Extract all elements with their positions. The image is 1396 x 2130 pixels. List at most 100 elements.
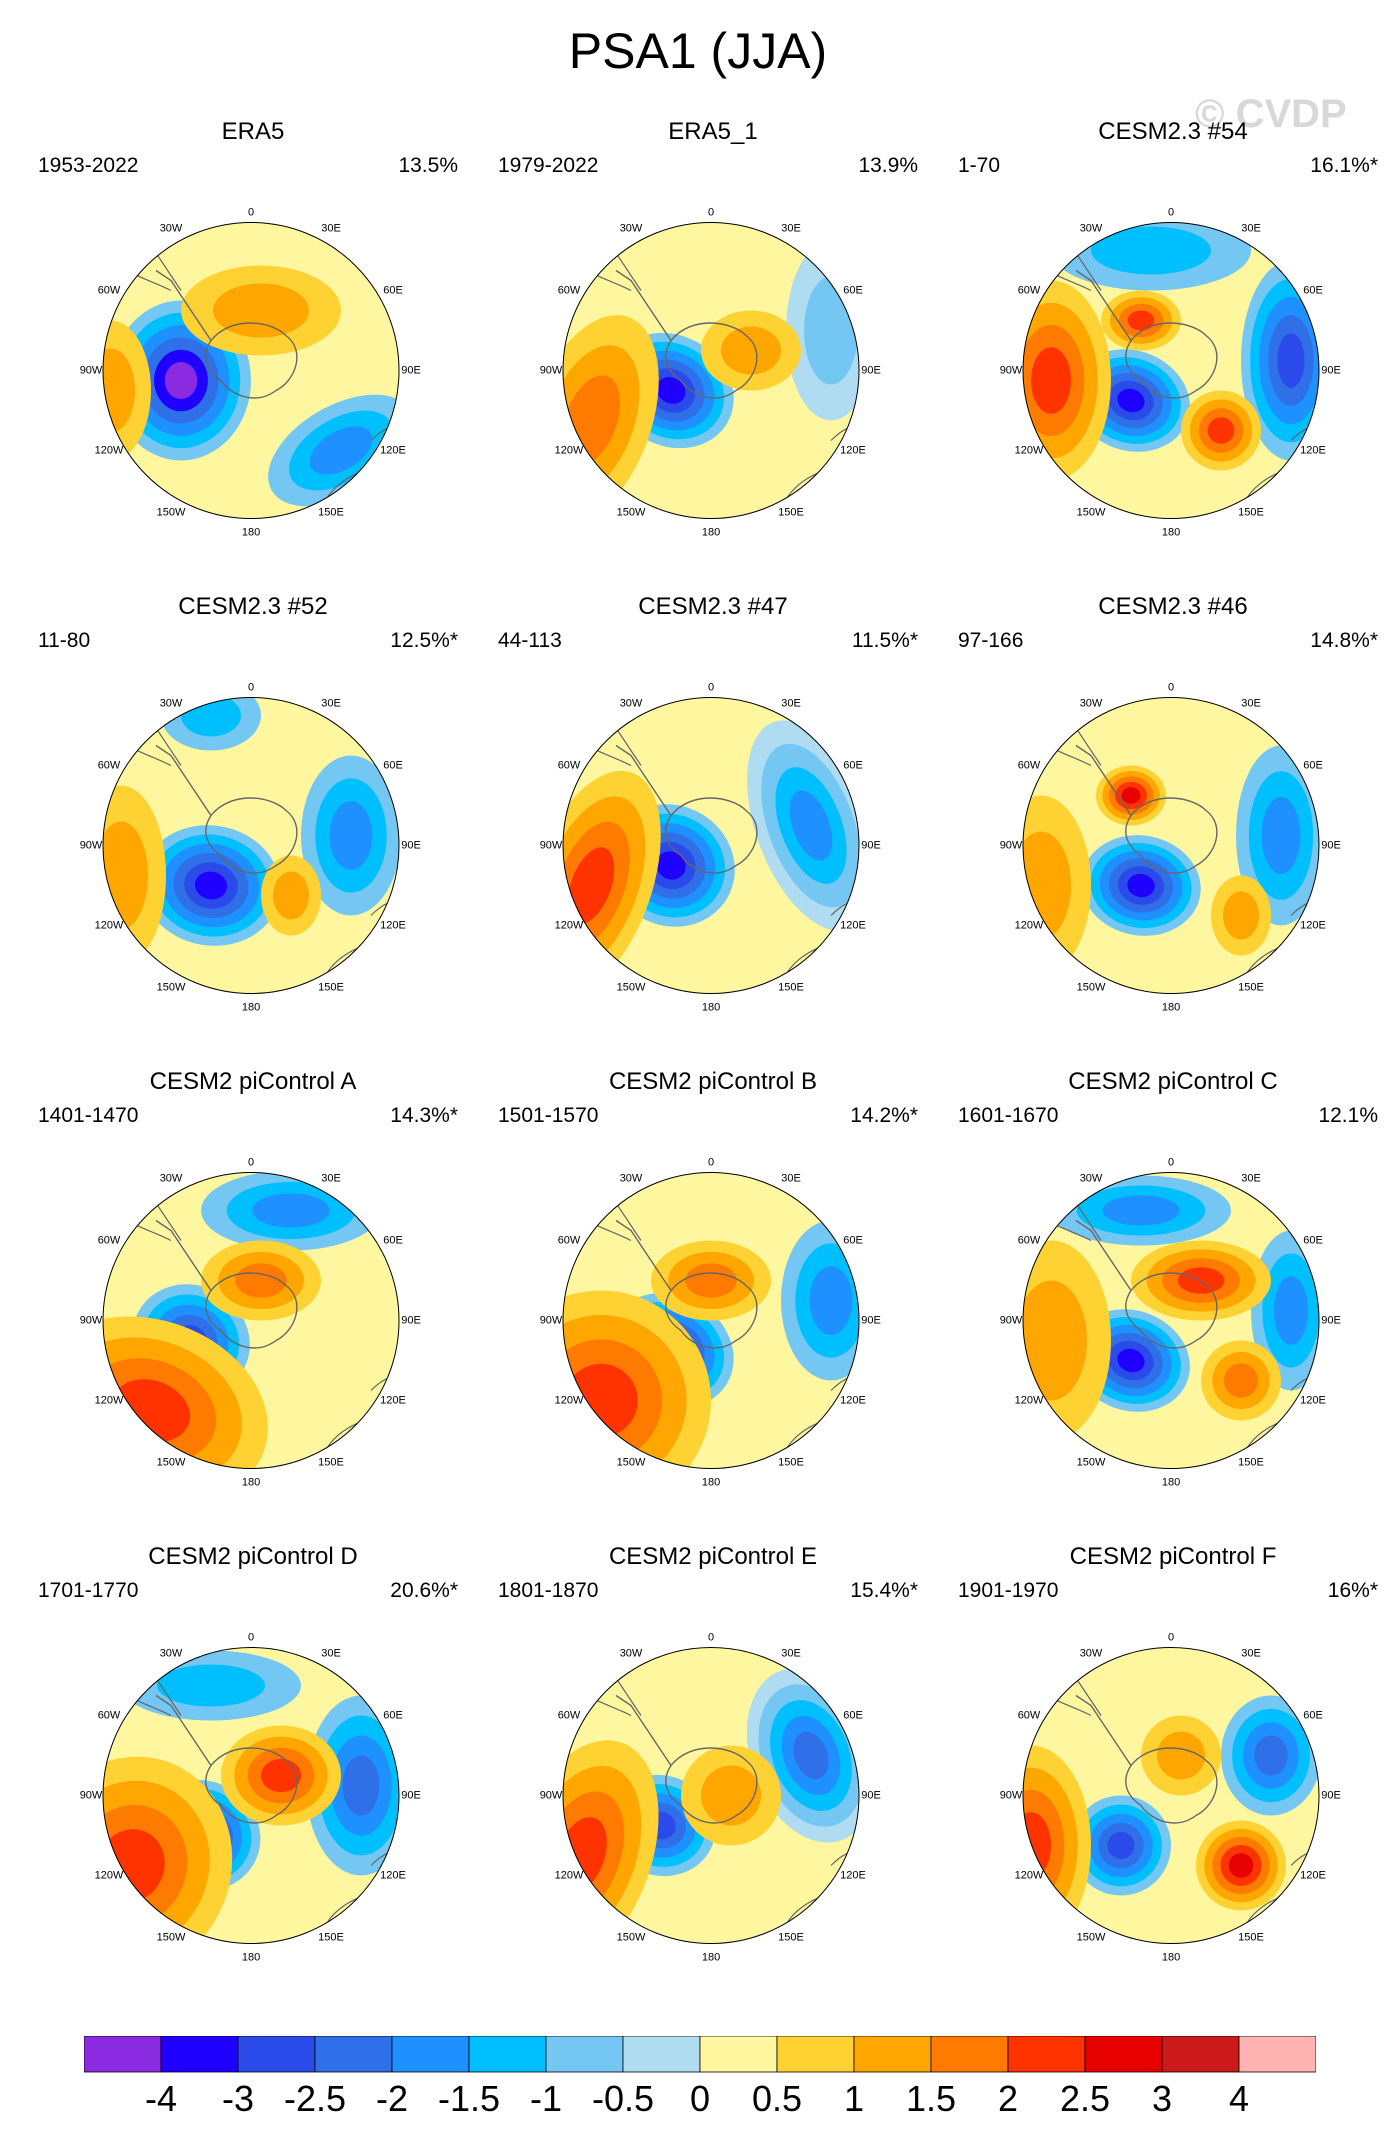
coastline [615, 1694, 758, 1824]
longitude-label: 150W [617, 1931, 646, 1943]
panel-period: 44-113 [498, 629, 562, 652]
anomaly-contour [789, 790, 833, 861]
longitude-label: 180 [1162, 1951, 1180, 1963]
map-border [562, 1647, 860, 1944]
anomaly-contour [1254, 1735, 1288, 1776]
longitude-label: 120W [555, 1394, 584, 1406]
map-border [562, 222, 860, 519]
map-border [562, 1172, 860, 1469]
longitude-label: 60E [383, 1234, 403, 1246]
map-border [102, 1647, 400, 1944]
longitude-label: 180 [702, 1476, 720, 1488]
anomaly-contour [103, 348, 135, 433]
map-panel: CESM2.3 #54 1-70 16.1%* 0 30E 60E 90E 120E 150E 1… [948, 118, 1396, 588]
anomaly-contour [342, 1755, 380, 1816]
longitude-label: 60W [98, 284, 121, 296]
longitude-label: 150E [1238, 981, 1264, 993]
longitude-label: 0 [1168, 1631, 1174, 1643]
longitude-label: 150W [1077, 1931, 1106, 1943]
panel-title: CESM2 piControl D [148, 1543, 358, 1570]
longitude-label: 120W [555, 1869, 584, 1881]
panel-title: CESM2.3 #54 [1098, 118, 1248, 145]
map-panel: CESM2 piControl F 1901-1970 16%* 0 30E 60E 90E… [948, 1543, 1396, 2013]
colorbar-swatch [160, 2036, 239, 2073]
anomaly-contour [685, 1263, 737, 1298]
panel-title: CESM2 piControl A [149, 1068, 357, 1095]
longitude-label: 60W [98, 1234, 121, 1246]
panel-variance-percent: 13.5% [398, 154, 458, 177]
map-panel: CESM2 piControl E 1801-1870 15.4%* 0 30E 60E 9… [488, 1543, 938, 2013]
longitude-label: 90W [1000, 364, 1023, 376]
longitude-label: 150E [318, 981, 344, 993]
longitude-label: 150E [318, 1456, 344, 1468]
colorbar-swatch [853, 2036, 932, 2073]
longitude-label: 90E [861, 1314, 881, 1326]
longitude-label: 30E [781, 1647, 801, 1659]
longitude-label: 90E [1321, 1789, 1341, 1801]
longitude-label: 30W [160, 222, 183, 234]
coastline [615, 1219, 758, 1349]
longitude-label: 120W [555, 919, 584, 931]
colorbar-swatch [84, 2036, 162, 2073]
longitude-label: 90E [1321, 839, 1341, 851]
longitude-label: 180 [1162, 1001, 1180, 1013]
longitude-label: 60E [1303, 284, 1323, 296]
panel-period: 1953-2022 [38, 154, 139, 177]
map-border [1022, 1647, 1320, 1944]
longitude-label: 180 [242, 1476, 260, 1488]
panel-period: 1501-1570 [498, 1104, 599, 1127]
longitude-label: 150W [617, 506, 646, 518]
longitude-label: 90W [80, 364, 103, 376]
longitude-label: 30W [160, 1647, 183, 1659]
panel-title: CESM2 piControl C [1068, 1068, 1278, 1095]
coastline [155, 1219, 298, 1349]
panel-title: CESM2.3 #52 [178, 593, 328, 620]
longitude-label: 60E [383, 759, 403, 771]
map-border [562, 697, 860, 994]
anomaly-contour [1277, 333, 1305, 388]
longitude-label: 90W [540, 364, 563, 376]
polar-map: 0 30E 60E 90E 120E 150E 180 150W 120W 90W 60W 30W [1000, 1631, 1341, 1963]
colorbar-tick-label: 1 [843, 2078, 865, 2119]
longitude-label: 120W [1015, 444, 1044, 456]
map-panel: CESM2 piControl C 1601-1670 12.1% 0 30E 60E 90… [948, 1068, 1396, 1538]
panel-title: CESM2.3 #46 [1098, 593, 1248, 620]
polar-map: 0 30E 60E 90E 120E 150E 180 150W 120W 90W 60W 30W [1000, 206, 1341, 538]
panel-title: ERA5 [221, 118, 285, 145]
longitude-label: 90W [1000, 1314, 1023, 1326]
longitude-label: 180 [702, 526, 720, 538]
map-panel: CESM2 piControl B 1501-1570 14.2%* 0 30E 60E 9… [488, 1068, 938, 1538]
longitude-label: 150W [1077, 506, 1106, 518]
longitude-label: 120E [840, 444, 866, 456]
colorbar [84, 2036, 1316, 2073]
anomaly-contour [164, 362, 198, 399]
longitude-label: 150E [778, 506, 804, 518]
longitude-label: 30E [1241, 1647, 1261, 1659]
longitude-label: 180 [702, 1001, 720, 1013]
longitude-label: 0 [1168, 1156, 1174, 1168]
longitude-label: 0 [708, 1631, 714, 1643]
longitude-label: 150E [1238, 1931, 1264, 1943]
anomaly-contour [1223, 891, 1259, 940]
longitude-label: 60E [1303, 1234, 1323, 1246]
anomaly-contour [273, 871, 309, 920]
panel-period: 1801-1870 [498, 1579, 599, 1602]
longitude-label: 150W [157, 1931, 186, 1943]
longitude-label: 180 [242, 1001, 260, 1013]
longitude-label: 150E [778, 981, 804, 993]
colorbar-swatch [1007, 2036, 1086, 2073]
longitude-label: 150W [1077, 981, 1106, 993]
anomaly-contour [656, 377, 686, 404]
anomaly-contour [701, 1765, 761, 1826]
map-panel: CESM2 piControl A 1401-1470 14.3%* 0 30E 60E 9… [28, 1068, 478, 1538]
longitude-label: 30W [160, 697, 183, 709]
polar-map: 0 30E 60E 90E 120E 150E 180 150W 120W 90W 60W 30W [540, 681, 881, 1013]
anomaly-contour [1157, 1731, 1205, 1780]
longitude-label: 30E [321, 1647, 341, 1659]
panel-period: 1979-2022 [498, 154, 599, 177]
longitude-label: 180 [1162, 1476, 1180, 1488]
longitude-label: 120W [95, 1394, 124, 1406]
longitude-label: 60E [1303, 1709, 1323, 1721]
map-panel: CESM2.3 #52 11-80 12.5%* 0 30E 60E 90E 120E 150E… [28, 593, 478, 1063]
panel-period: 11-80 [38, 629, 91, 652]
